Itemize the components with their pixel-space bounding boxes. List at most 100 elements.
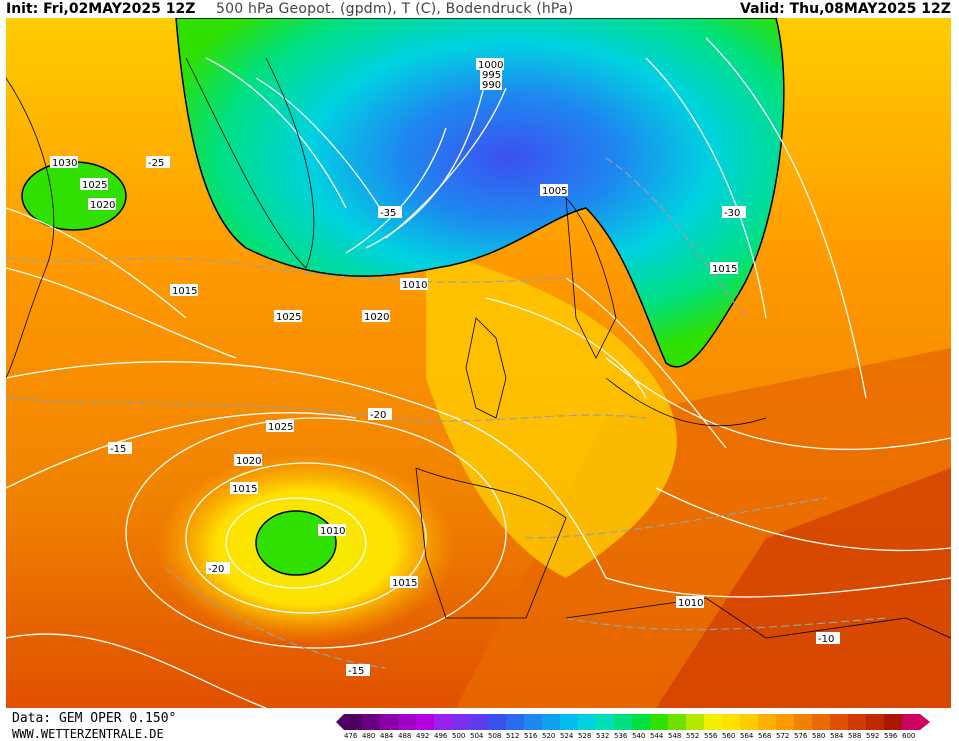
- legend-swatch: [506, 714, 524, 730]
- legend-swatch: [362, 714, 380, 730]
- legend-swatch: [884, 714, 902, 730]
- arctic-cold-pool: [175, 18, 785, 368]
- legend-label: 576: [794, 732, 808, 740]
- legend-swatch: [344, 714, 362, 730]
- legend-label: 504: [470, 732, 484, 740]
- azores-cutoff-552: [255, 510, 337, 576]
- legend-label: 480: [362, 732, 376, 740]
- legend-label: 544: [650, 732, 664, 740]
- legend-swatch: [776, 714, 794, 730]
- legend-swatch: [416, 714, 434, 730]
- legend-label: 548: [668, 732, 682, 740]
- isobar-label-1020: 1020: [90, 200, 115, 211]
- isotherms: [6, 157, 887, 669]
- legend-swatch: [848, 714, 866, 730]
- legend-swatch: [866, 714, 884, 730]
- map-header: Init: Fri,02MAY2025 12Z 500 hPa Geopot. …: [0, 0, 959, 18]
- legend-swatch: [758, 714, 776, 730]
- svg-text:-35: -35: [380, 208, 396, 219]
- svg-text:-30: -30: [724, 208, 740, 219]
- legend-swatch: [668, 714, 686, 730]
- isobar-label-1030: 1030: [52, 158, 77, 169]
- legend-label: 520: [542, 732, 556, 740]
- legend-label: 476: [344, 732, 358, 740]
- legend-swatch: [632, 714, 650, 730]
- isobar-label-1015-azores: 1015: [232, 484, 257, 495]
- legend-label: 496: [434, 732, 448, 740]
- legend-swatch: [614, 714, 632, 730]
- legend-swatch: [812, 714, 830, 730]
- legend-swatch: [686, 714, 704, 730]
- legend-swatch: [380, 714, 398, 730]
- legend-label: 600: [902, 732, 916, 740]
- legend-swatch: [704, 714, 722, 730]
- website-url: WWW.WETTERZENTRALE.DE: [12, 727, 164, 741]
- svg-text:-15: -15: [110, 444, 126, 455]
- isobar-label-1015-natl: 1015: [172, 286, 197, 297]
- svg-text:-20: -20: [370, 410, 386, 421]
- legend-max-arrow: [920, 714, 930, 730]
- legend-swatch: [524, 714, 542, 730]
- isobar-label-1000: 1000: [478, 60, 503, 71]
- legend-swatch: [794, 714, 812, 730]
- legend-swatch: [398, 714, 416, 730]
- isobar-label-1025-mid: 1025: [268, 422, 293, 433]
- legend-swatch: [578, 714, 596, 730]
- isobar-label-1025: 1025: [82, 180, 107, 191]
- valid-time: Valid: Thu,08MAY2025 12Z: [740, 1, 951, 17]
- map-canvas: 1030 1025 1020 1015 1025 1020 1025 1020 …: [6, 18, 951, 708]
- color-legend: [336, 714, 930, 730]
- legend-swatch: [488, 714, 506, 730]
- legend-swatch: [434, 714, 452, 730]
- coastlines: [6, 57, 951, 639]
- isobar-label-1020-natl: 1020: [364, 312, 389, 323]
- legend-label: 592: [866, 732, 880, 740]
- isobar-label-1010-azores: 1010: [320, 526, 345, 537]
- isobar-label-1020-azores: 1020: [236, 456, 261, 467]
- legend-label: 552: [686, 732, 700, 740]
- legend-swatch: [596, 714, 614, 730]
- legend-label: 540: [632, 732, 646, 740]
- isobars: [6, 37, 951, 708]
- svg-text:-20: -20: [208, 564, 224, 575]
- map-footer: Data: GEM OPER 0.150° WWW.WETTERZENTRALE…: [0, 708, 959, 741]
- legend-label: 524: [560, 732, 574, 740]
- legend-label: 516: [524, 732, 538, 740]
- legend-label: 532: [596, 732, 610, 740]
- legend-label: 536: [614, 732, 628, 740]
- legend-swatch: [902, 714, 920, 730]
- isobar-label-1010-africa: 1010: [678, 598, 703, 609]
- init-time: Init: Fri,02MAY2025 12Z: [6, 1, 196, 17]
- isobar-label-995: 995: [482, 70, 501, 81]
- svg-text:-15: -15: [348, 666, 364, 677]
- isobar-label-1005-scand: 1005: [542, 186, 567, 197]
- isobar-label-1010-iceland: 1010: [402, 280, 427, 291]
- legend-swatch: [470, 714, 488, 730]
- legend-label: 568: [758, 732, 772, 740]
- legend-swatch: [452, 714, 470, 730]
- legend-swatch: [722, 714, 740, 730]
- legend-label: 500: [452, 732, 466, 740]
- isobar-label-1015-iberia: 1015: [392, 578, 417, 589]
- weather-map: 1030 1025 1020 1015 1025 1020 1025 1020 …: [6, 18, 951, 708]
- legend-swatch: [830, 714, 848, 730]
- legend-swatch: [650, 714, 668, 730]
- legend-label: 488: [398, 732, 412, 740]
- legend-min-arrow: [336, 714, 344, 730]
- legend-label: 512: [506, 732, 520, 740]
- isobar-label-1015-russia: 1015: [712, 264, 737, 275]
- legend-label: 484: [380, 732, 394, 740]
- legend-label: 508: [488, 732, 502, 740]
- legend-label: 588: [848, 732, 862, 740]
- legend-label: 580: [812, 732, 826, 740]
- legend-label: 528: [578, 732, 592, 740]
- legend-swatch: [560, 714, 578, 730]
- data-source: Data: GEM OPER 0.150°: [12, 711, 177, 726]
- isobar-labels: 1030 1025 1020 1015 1025 1020 1025 1020 …: [50, 58, 738, 609]
- legend-label: 564: [740, 732, 754, 740]
- legend-label: 572: [776, 732, 790, 740]
- map-title: 500 hPa Geopot. (gpdm), T (C), Bodendruc…: [216, 1, 574, 17]
- legend-label: 556: [704, 732, 718, 740]
- legend-swatch: [542, 714, 560, 730]
- isobar-label-1025-natl: 1025: [276, 312, 301, 323]
